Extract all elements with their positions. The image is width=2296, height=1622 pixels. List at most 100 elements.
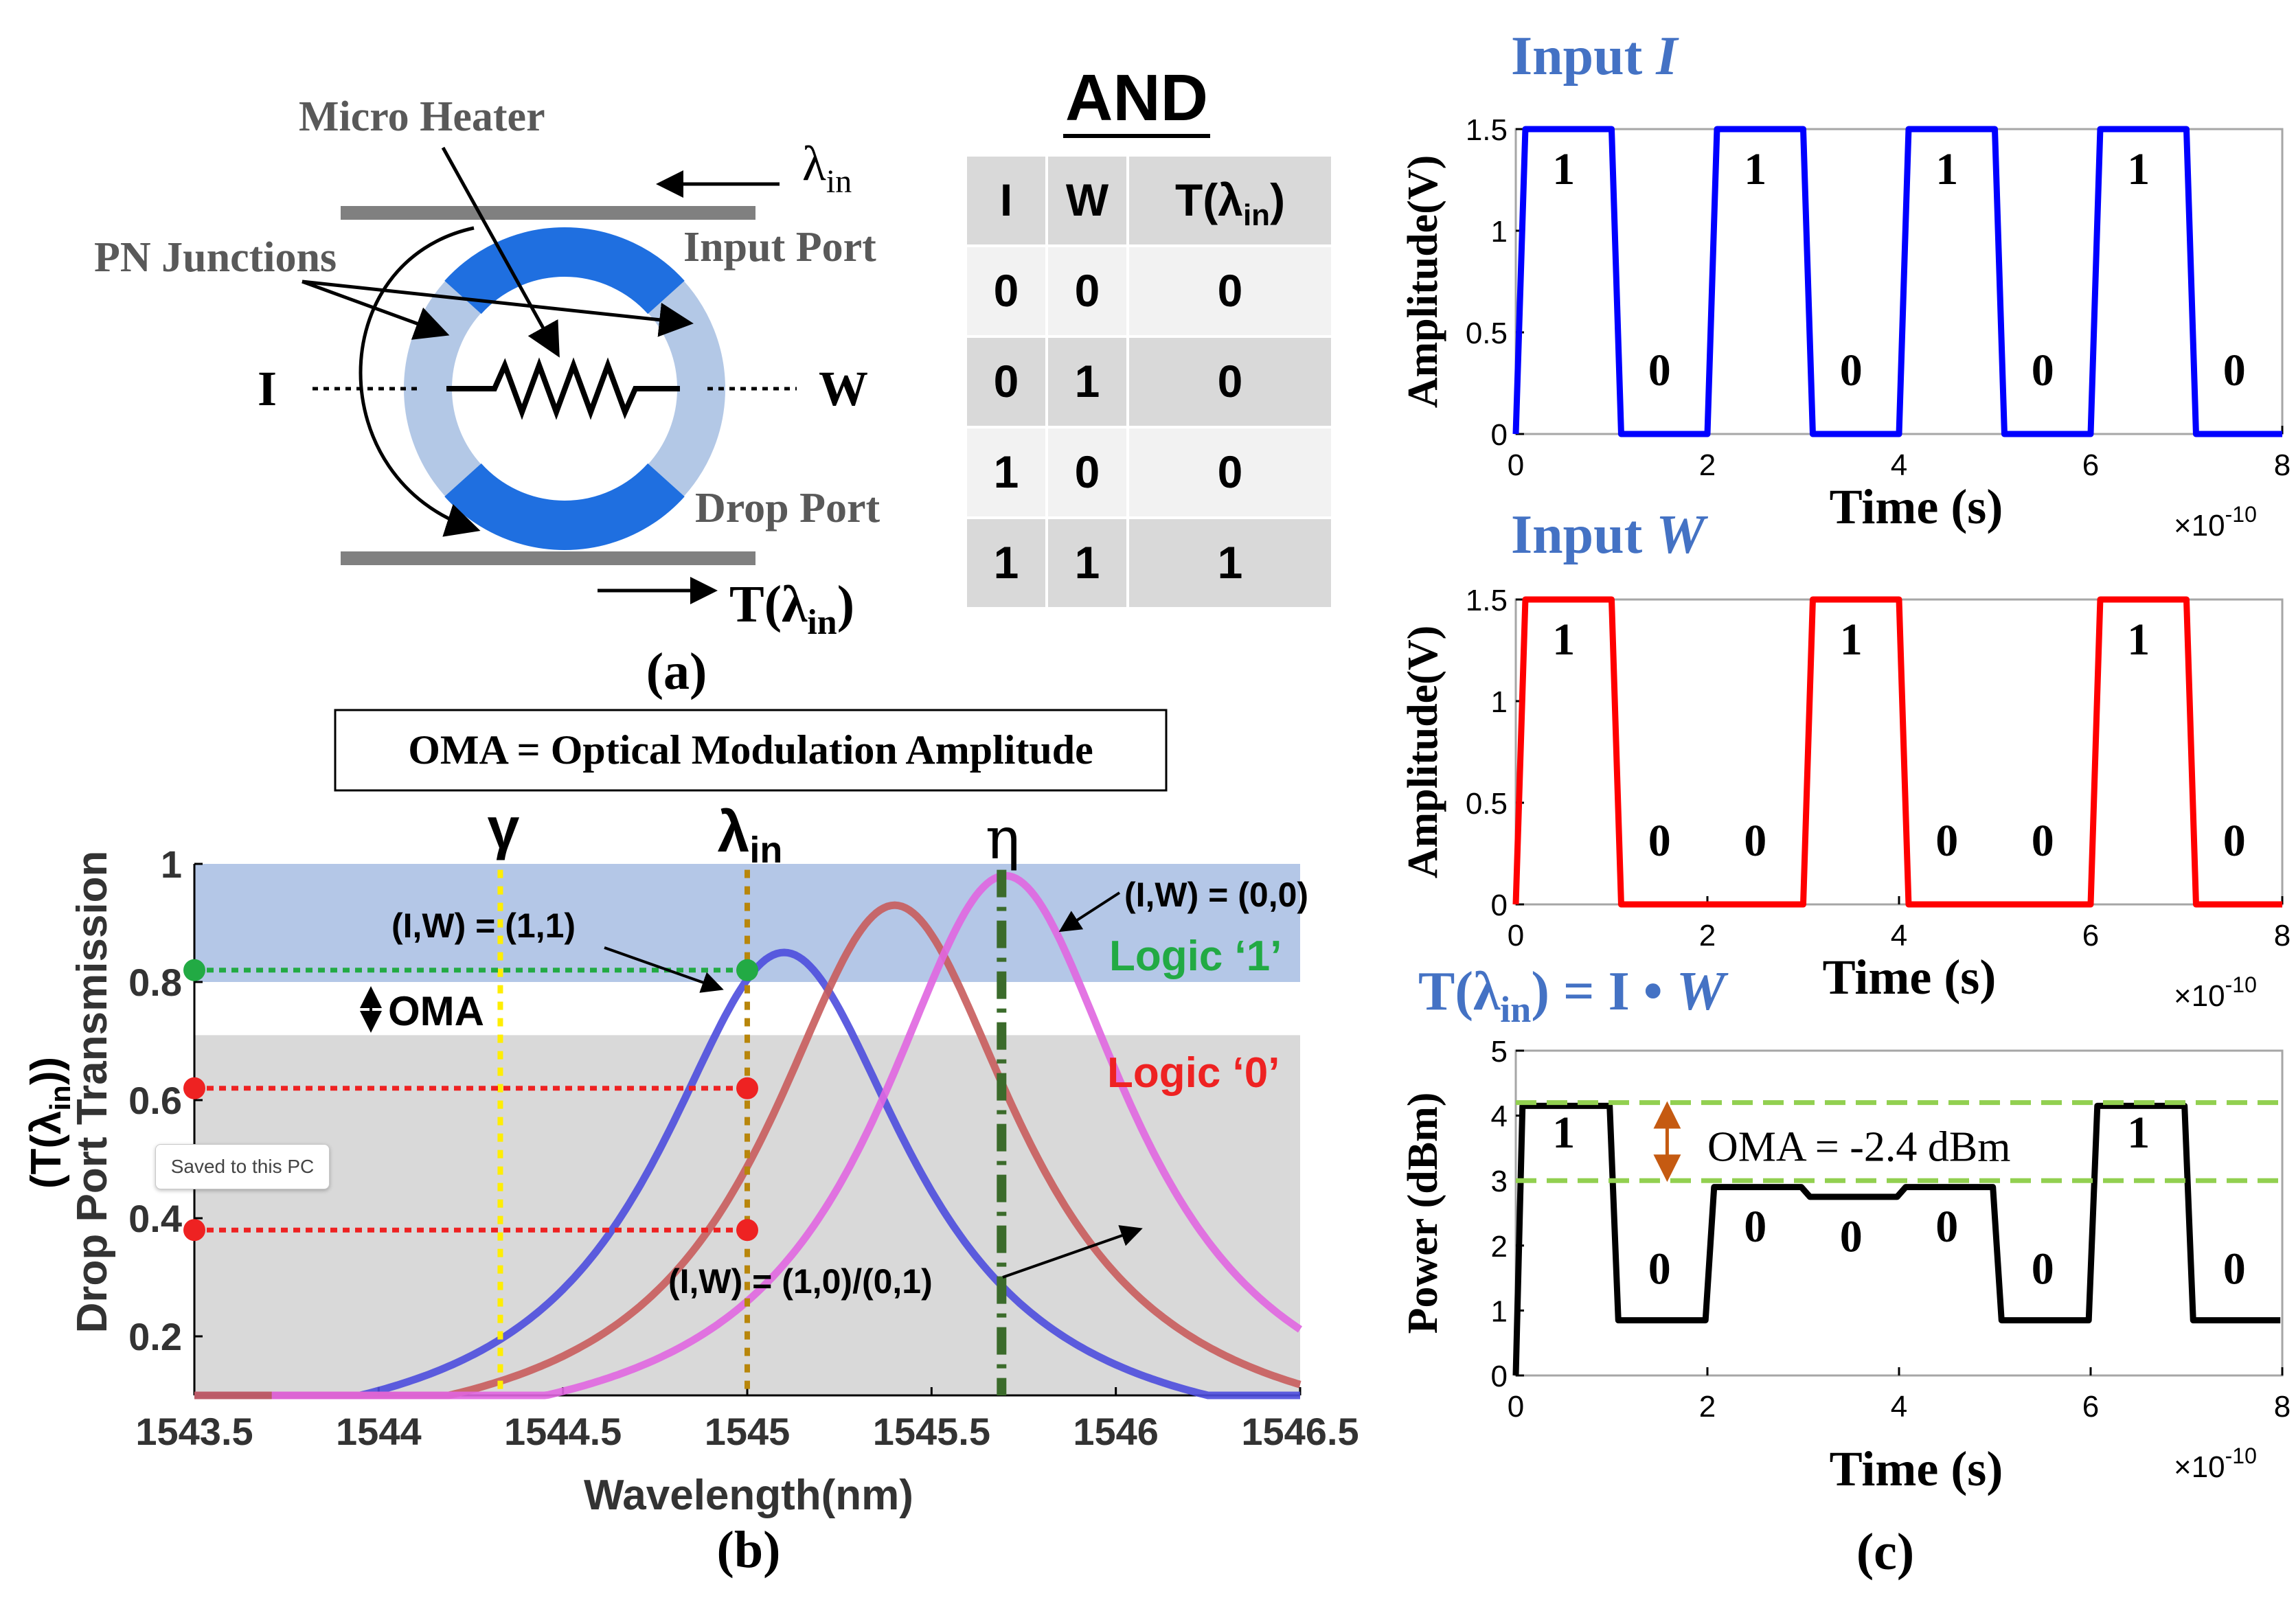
x-tick-label: 8 xyxy=(2274,919,2291,952)
x-axis-label: Wavelength(nm) xyxy=(584,1472,913,1519)
y-tick-label: 1 xyxy=(1491,1294,1508,1328)
saved-toast[interactable]: Saved to this PC xyxy=(155,1144,330,1189)
truth-table-value: 0 xyxy=(1218,265,1243,316)
truth-table-cell xyxy=(1048,429,1126,516)
y-axis-label-2: (T(λin)) xyxy=(23,1057,76,1189)
truth-table-value: 0 xyxy=(994,265,1019,316)
y-axis-label: Drop Port Transmission xyxy=(69,851,116,1334)
truth-table-cell xyxy=(967,519,1045,607)
truth-table-cell xyxy=(967,338,1045,426)
truth-table-header-text: W xyxy=(1066,174,1109,225)
oma-value-label: OMA = -2.4 dBm xyxy=(1707,1124,2010,1171)
y-tick-label: 0 xyxy=(1491,418,1508,452)
curve-00 xyxy=(271,871,1303,1400)
pn-junctions-label: PN Junctions xyxy=(94,234,337,281)
bit-label: 0 xyxy=(2223,816,2246,866)
input-port-label: Input Port xyxy=(683,224,876,271)
lambda-in-marker-label: λin xyxy=(718,799,783,871)
bit-label: 0 xyxy=(1744,816,1766,866)
eta-label: η xyxy=(986,805,1020,872)
output-T-label: T(λin) xyxy=(729,575,854,642)
oma-definition-box xyxy=(334,709,1168,792)
level-10-end-point xyxy=(736,1077,758,1099)
truth-table-value: 0 xyxy=(1218,356,1243,407)
truth-table: AND I W T(λin) 0 0 0 0 1 0 1 0 0 1 1 1 xyxy=(967,61,1331,607)
x-tick-label: 1544.5 xyxy=(504,1410,622,1453)
bit-label: 0 xyxy=(1648,816,1671,866)
x-tick-label: 8 xyxy=(2274,448,2291,482)
y-tick-label: 5 xyxy=(1491,1035,1508,1069)
label-11: (I,W) = (1,1) xyxy=(391,906,576,945)
y-tick-label: 0.4 xyxy=(128,1197,182,1240)
oma-band-label: OMA xyxy=(388,988,484,1034)
y-tick-label: 3 xyxy=(1491,1165,1508,1198)
y-tick-label: 0.6 xyxy=(128,1079,182,1122)
bit-label: 0 xyxy=(1744,1202,1766,1252)
x-multiplier: ×10-10 xyxy=(2174,502,2257,542)
truth-table-value: 1 xyxy=(1218,537,1243,588)
y-tick-label: 0 xyxy=(1491,889,1508,922)
x-tick-label: 1544 xyxy=(336,1410,422,1453)
label-10-pointer xyxy=(1002,1225,1143,1279)
bit-label: 0 xyxy=(2032,816,2054,866)
panel-a-ring-modulator: Micro Heater PN Junctions Input Port Dro… xyxy=(94,61,1331,700)
bit-label: 0 xyxy=(2032,1244,2054,1294)
truth-table-header-cell xyxy=(967,157,1045,244)
label-00-pointer xyxy=(1058,891,1121,933)
bit-label: 1 xyxy=(2127,144,2150,194)
waveform-plot-1: 0 2 4 6 8 0 0.5 1 1.5 Amplitude(V) Time (s) ×10-10 1… xyxy=(1400,113,2291,542)
title-output-T: T(λin) = I • W xyxy=(1418,961,1729,1030)
waveform-plot-2: 0 2 4 6 8 0 0.5 1 1.5 Amplitude(V) Time (s) ×10-10 1… xyxy=(1400,584,2291,1013)
truth-table-cell xyxy=(1129,429,1331,516)
micro-heater-arrow xyxy=(441,146,560,358)
panel-b-label: (b) xyxy=(717,1521,781,1579)
x-tick-label: 6 xyxy=(2082,1390,2099,1424)
truth-table-value: 1 xyxy=(994,446,1019,497)
truth-table-cell xyxy=(967,429,1045,516)
x-axis-label: Time (s) xyxy=(1830,1441,2003,1496)
y-axis-label: Amplitude(V) xyxy=(1400,626,1446,879)
y-tick-label: 1 xyxy=(1491,685,1508,719)
truth-table-value: 1 xyxy=(1075,356,1100,407)
y-axis-label: Power (dBm) xyxy=(1400,1093,1446,1334)
bit-label: 1 xyxy=(2127,615,2150,665)
bit-label: 0 xyxy=(2223,1244,2246,1294)
truth-table-header-cell xyxy=(1129,157,1331,244)
x-axis-label: Time (s) xyxy=(1823,950,1997,1005)
x-tick-label: 1546 xyxy=(1073,1410,1159,1453)
panel-c-label: (c) xyxy=(1856,1523,1914,1581)
truth-table-cell xyxy=(1048,247,1126,335)
x-tick-label: 4 xyxy=(1891,448,1907,482)
plot-frame xyxy=(1514,1049,2284,1377)
transmission-plot-area: 1543.5 1544 1544.5 1545 1545.5 1546 1546.5 0.2 0… xyxy=(128,843,1359,1453)
label-00: (I,W) = (0,0) xyxy=(1124,876,1308,914)
bit-label: 0 xyxy=(1840,1211,1863,1261)
waveform-trace xyxy=(1512,596,2282,908)
bit-label: 1 xyxy=(1552,144,1575,194)
y-tick-label: 0.5 xyxy=(1466,317,1508,350)
x-tick-label: 6 xyxy=(2082,919,2099,952)
label-10: (I,W) = (1,0)/(0,1) xyxy=(668,1262,933,1301)
x-multiplier: ×10-10 xyxy=(2174,1443,2257,1484)
bit-label: 1 xyxy=(1552,1108,1575,1158)
x-tick-label: 2 xyxy=(1699,919,1716,952)
bit-label: 0 xyxy=(1935,1202,1958,1252)
x-multiplier: ×10-10 xyxy=(2174,972,2257,1013)
level-10-start-point xyxy=(183,1077,205,1099)
bit-label: 1 xyxy=(1840,615,1863,665)
y-tick-label: 1 xyxy=(161,843,182,886)
x-tick-label: 4 xyxy=(1891,919,1907,952)
y-tick-label: 2 xyxy=(1491,1230,1508,1264)
waveform-trace xyxy=(1512,126,2282,437)
drop-bus-waveguide xyxy=(341,551,755,565)
x-tick-label: 1543.5 xyxy=(135,1410,253,1453)
y-tick-label: 0.2 xyxy=(128,1315,182,1358)
bit-label: 0 xyxy=(1648,345,1671,396)
truth-table-cell xyxy=(1129,519,1331,607)
panel-a-label: (a) xyxy=(646,643,707,700)
lambda-in-label: λin xyxy=(802,136,852,200)
truth-table-header-text: I xyxy=(1000,174,1012,225)
bit-label: 0 xyxy=(1648,1244,1671,1294)
bit-label: 0 xyxy=(1840,345,1863,396)
